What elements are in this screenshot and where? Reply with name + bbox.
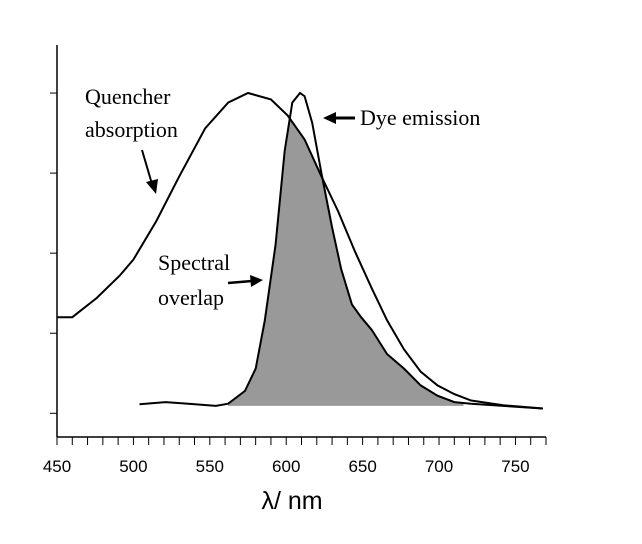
quencher-absorption-line (57, 91, 543, 410)
x-tick-label: 700 (425, 457, 453, 476)
x-tick-label: 450 (43, 457, 71, 476)
x-tick-label: 750 (501, 457, 529, 476)
spectral-overlap-area (228, 119, 464, 406)
arrow-quencher-icon (141, 149, 158, 194)
x-tick-label: 550 (196, 457, 224, 476)
arrow-spectral-overlap-icon (227, 275, 263, 287)
x-tick-label: 600 (272, 457, 300, 476)
x-tick-label: 500 (119, 457, 147, 476)
x-axis-title: λ/ nm (261, 487, 322, 515)
axes: 450 500 550 600 650 700 750 (43, 45, 547, 476)
dye-emission-line (139, 91, 543, 410)
annotation-spectral-line2: overlap (158, 285, 224, 310)
annotation-quencher-line2: absorption (85, 117, 178, 142)
x-tick-label: 650 (348, 457, 376, 476)
annotation-dye-emission: Dye emission (360, 105, 480, 130)
arrow-dye-emission-icon (323, 112, 355, 124)
annotation-spectral-line1: Spectral (158, 250, 230, 275)
annotation-quencher-line1: Quencher (85, 84, 171, 109)
